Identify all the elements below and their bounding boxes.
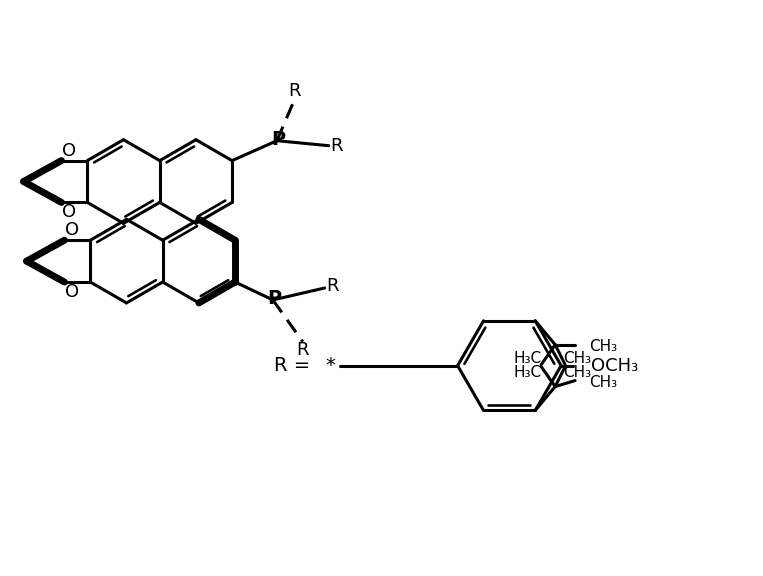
Text: H₃C: H₃C [513, 351, 542, 366]
Text: CH₃: CH₃ [589, 375, 617, 390]
Text: R: R [330, 137, 343, 155]
Text: *: * [325, 356, 335, 375]
Text: R =: R = [274, 356, 311, 375]
Text: R: R [297, 340, 309, 359]
Text: O: O [63, 142, 76, 160]
Text: H₃C: H₃C [513, 365, 542, 380]
Text: OCH₃: OCH₃ [591, 357, 638, 374]
Text: O: O [66, 221, 79, 239]
Text: R: R [327, 277, 339, 295]
Text: P: P [271, 130, 285, 149]
Text: O: O [63, 203, 76, 221]
Text: CH₃: CH₃ [563, 365, 591, 380]
Text: CH₃: CH₃ [563, 351, 591, 366]
Text: R: R [288, 82, 301, 100]
Text: CH₃: CH₃ [589, 339, 617, 354]
Text: O: O [66, 283, 79, 301]
Text: P: P [267, 290, 281, 308]
